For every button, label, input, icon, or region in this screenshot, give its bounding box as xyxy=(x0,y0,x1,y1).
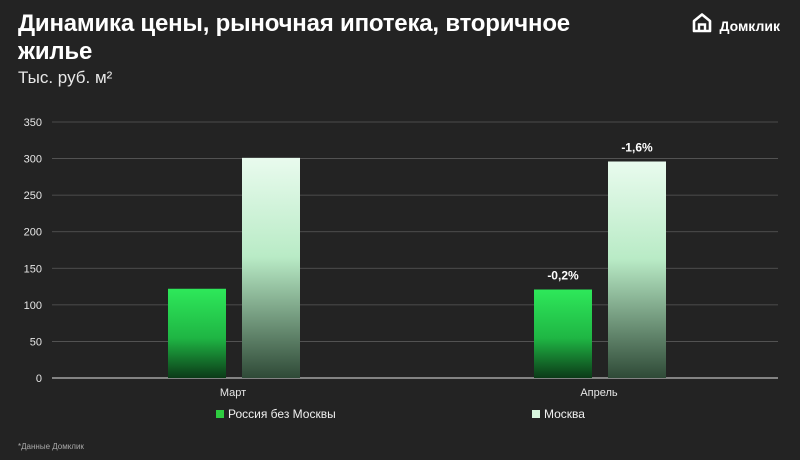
y-tick-label-50: 50 xyxy=(30,336,42,348)
legend: Россия без Москвы Москва xyxy=(0,407,800,427)
legend-swatch-russia xyxy=(216,410,224,418)
y-axis: 0 50 100 150 200 250 300 350 xyxy=(24,117,42,385)
bar-russia-0 xyxy=(168,288,226,378)
brand-name: Домклик xyxy=(719,17,780,34)
legend-swatch-moscow xyxy=(532,410,540,418)
legend-label-moscow: Москва xyxy=(544,407,585,421)
y-tick-label-0: 0 xyxy=(36,373,42,385)
y-tick-label-100: 100 xyxy=(24,300,42,312)
data-label-russia-1: -0,2% xyxy=(547,268,579,282)
brand-logo[interactable]: Домклик xyxy=(691,12,780,39)
y-tick-label-350: 350 xyxy=(24,117,42,129)
data-label-moscow-1: -1,6% xyxy=(621,140,653,154)
legend-item-russia: Россия без Москвы xyxy=(216,407,336,421)
bar-moscow-0 xyxy=(242,157,300,378)
y-tick-label-250: 250 xyxy=(24,190,42,202)
chart-title: Динамика цены, рыночная ипотека, вторичн… xyxy=(18,10,570,65)
bar-moscow-1 xyxy=(608,161,666,378)
house-icon xyxy=(691,12,713,39)
legend-item-moscow: Москва xyxy=(532,407,585,421)
chart-subtitle: Тыс. руб. м² xyxy=(18,68,113,87)
x-tick-label-1: Апрель xyxy=(580,387,618,399)
grid xyxy=(52,121,778,379)
footnote: *Данные Домклик xyxy=(18,442,84,451)
data-labels: -0,2% -1,6% xyxy=(547,140,653,282)
y-tick-label-200: 200 xyxy=(24,227,42,239)
x-tick-label-0: Март xyxy=(220,387,246,399)
bar-russia-1 xyxy=(534,289,592,378)
bars xyxy=(168,157,666,378)
y-tick-label-300: 300 xyxy=(24,154,42,166)
legend-label-russia: Россия без Москвы xyxy=(228,407,336,421)
x-axis: Март Апрель xyxy=(220,387,618,399)
y-tick-label-150: 150 xyxy=(24,263,42,275)
